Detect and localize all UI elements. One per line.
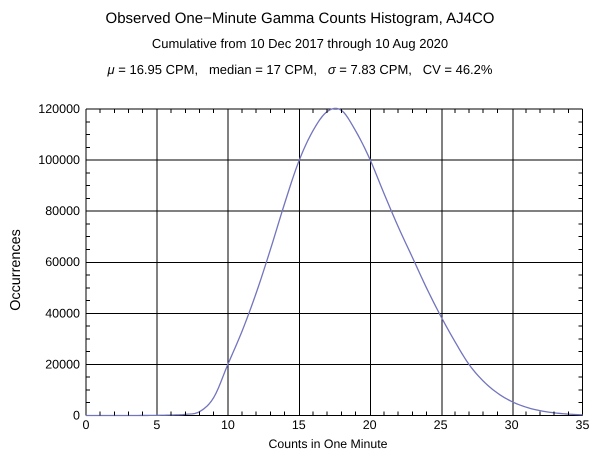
svg-text:5: 5: [153, 418, 160, 432]
svg-text:20000: 20000: [45, 357, 80, 371]
svg-text:20: 20: [363, 418, 377, 432]
svg-text:100000: 100000: [38, 153, 80, 167]
svg-text:120000: 120000: [38, 102, 80, 116]
svg-text:0: 0: [83, 418, 90, 432]
svg-text:80000: 80000: [45, 204, 80, 218]
svg-text:10: 10: [221, 418, 235, 432]
svg-text:0: 0: [73, 409, 80, 423]
svg-text:40000: 40000: [45, 306, 80, 320]
svg-text:35: 35: [576, 418, 590, 432]
svg-text:Counts in One Minute: Counts in One Minute: [269, 437, 388, 451]
svg-text:Occurrences: Occurrences: [8, 229, 24, 311]
svg-text:60000: 60000: [45, 255, 80, 269]
svg-text:25: 25: [434, 418, 448, 432]
svg-text:30: 30: [505, 418, 519, 432]
svg-text:15: 15: [292, 418, 306, 432]
